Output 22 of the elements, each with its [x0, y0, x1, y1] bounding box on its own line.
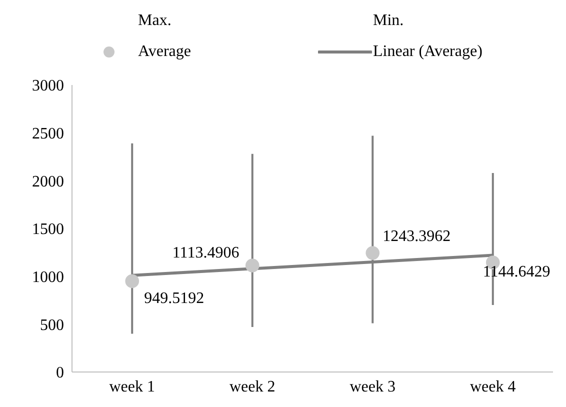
point: [125, 274, 140, 288]
y-tick-label: 1500: [32, 221, 64, 238]
y-tick-label: 3000: [32, 78, 64, 95]
point: [245, 258, 260, 272]
y-tick-label: 2500: [32, 126, 64, 143]
point: [366, 246, 380, 260]
y-tick-label: 2000: [32, 173, 64, 190]
y-tick-label: 0: [56, 364, 64, 382]
x-tick-label: week 2: [229, 378, 276, 396]
x-tick-label: week 1: [109, 378, 156, 396]
data-label: 1113.4906: [172, 244, 240, 262]
legend-label: Average: [138, 43, 191, 61]
x-tick-label: week 4: [470, 378, 516, 396]
x-tick-label: week 3: [350, 378, 396, 396]
data-label: 1144.6429: [482, 263, 550, 280]
data-label: 949.5192: [144, 290, 204, 308]
y-tick-label: 500: [40, 316, 64, 334]
text: Max.: [137, 12, 172, 31]
text: Min.: [372, 12, 405, 31]
data-label: 1243.3962: [382, 228, 451, 246]
y-tick-label: 1000: [32, 269, 64, 286]
legend-label: Linear (Average): [373, 43, 482, 61]
